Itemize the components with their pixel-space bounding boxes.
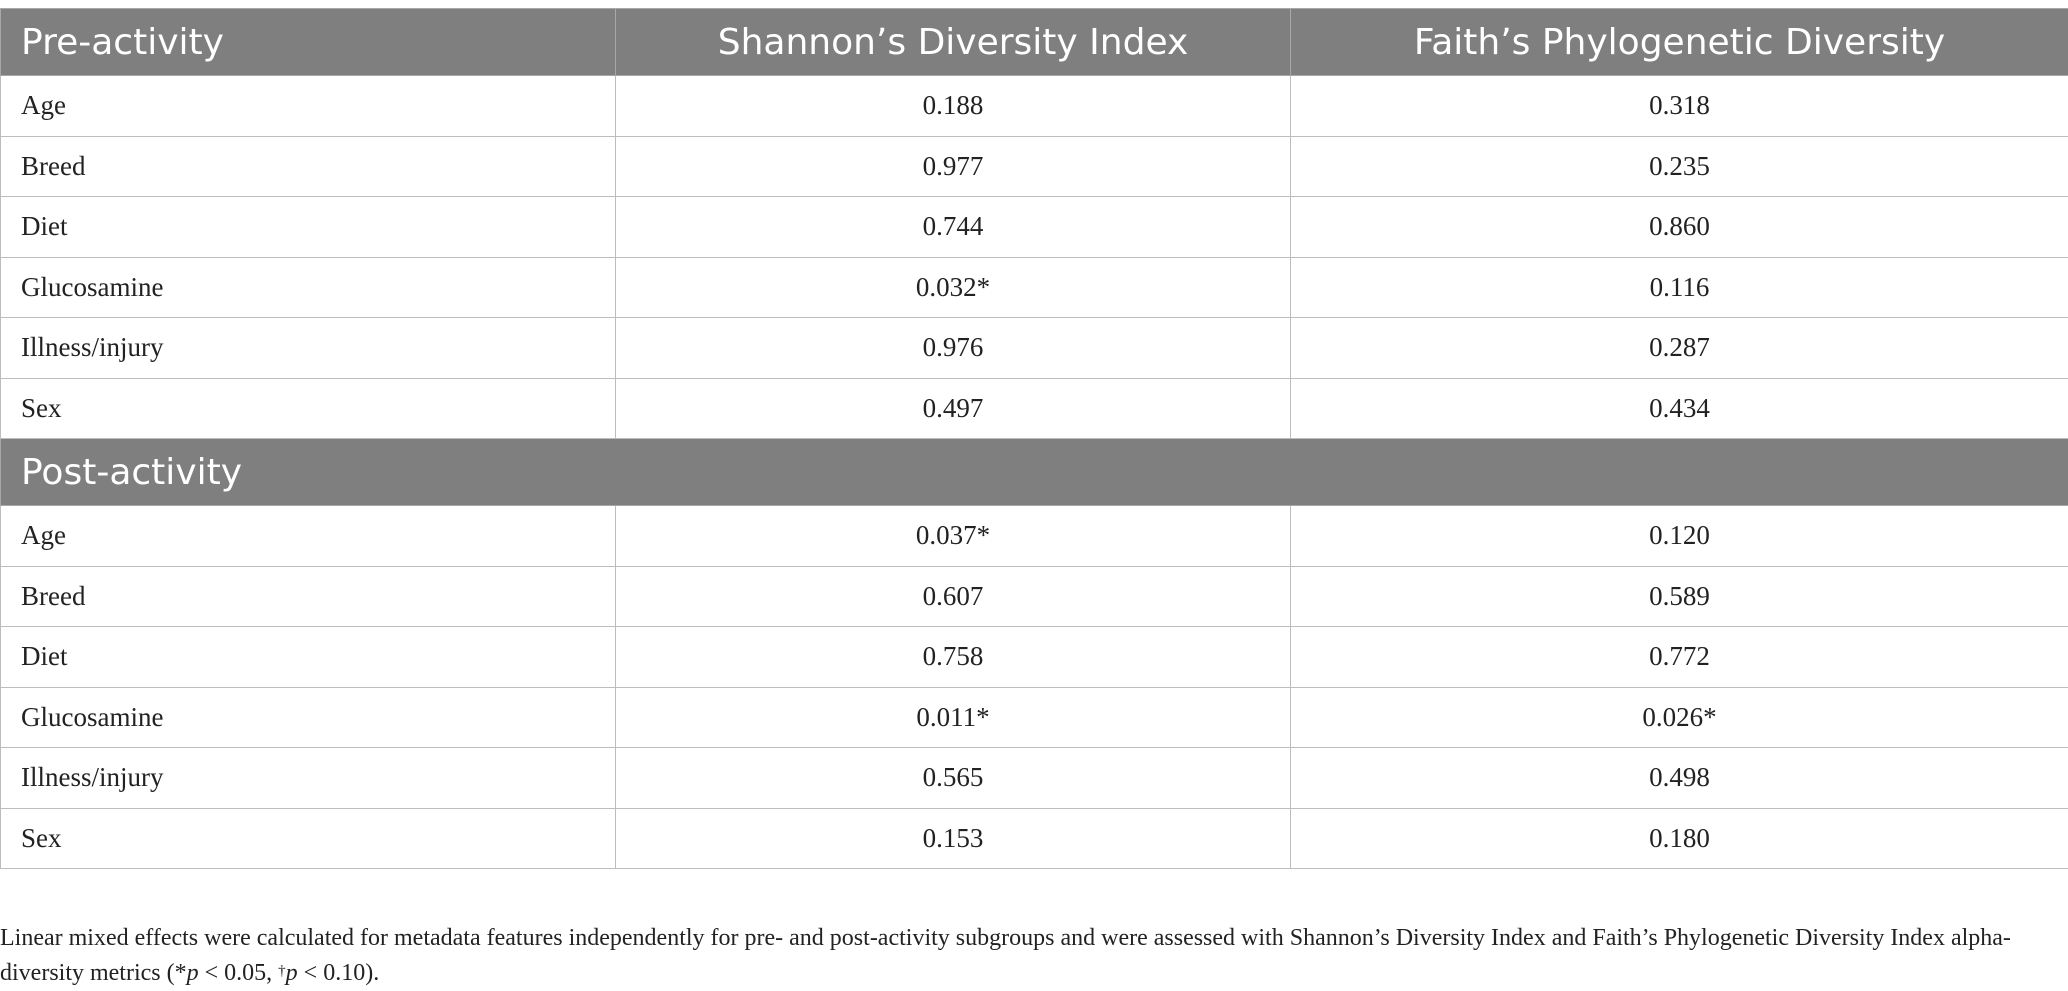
row-label: Glucosamine (1, 687, 616, 748)
table-footnote: Linear mixed effects were calculated for… (0, 921, 2040, 991)
header-faith: Faith’s Phylogenetic Diversity (1291, 9, 2068, 76)
results-table: Pre-activity Shannon’s Diversity Index F… (0, 8, 2068, 869)
table-row: Age 0.037* 0.120 (1, 506, 2068, 567)
table-row: Illness/injury 0.976 0.287 (1, 318, 2068, 379)
row-label: Illness/injury (1, 318, 616, 379)
header-pre-activity: Pre-activity (1, 9, 616, 76)
shannon-value: 0.011* (616, 687, 1291, 748)
table-row: Breed 0.977 0.235 (1, 136, 2068, 197)
faith-value: 0.235 (1291, 136, 2068, 197)
faith-value: 0.120 (1291, 506, 2068, 567)
row-label: Sex (1, 378, 616, 439)
row-label: Diet (1, 627, 616, 688)
table-row: Breed 0.607 0.589 (1, 566, 2068, 627)
faith-value: 0.498 (1291, 748, 2068, 809)
row-label: Diet (1, 197, 616, 258)
row-label: Breed (1, 566, 616, 627)
shannon-value: 0.744 (616, 197, 1291, 258)
faith-value: 0.318 (1291, 76, 2068, 137)
section-header-row: Post-activity (1, 439, 2068, 506)
faith-value: 0.026* (1291, 687, 2068, 748)
shannon-value: 0.607 (616, 566, 1291, 627)
row-label: Glucosamine (1, 257, 616, 318)
table-row: Diet 0.744 0.860 (1, 197, 2068, 258)
faith-value: 0.287 (1291, 318, 2068, 379)
table-row: Age 0.188 0.318 (1, 76, 2068, 137)
shannon-value: 0.977 (616, 136, 1291, 197)
shannon-value: 0.188 (616, 76, 1291, 137)
row-label: Breed (1, 136, 616, 197)
table-row: Illness/injury 0.565 0.498 (1, 748, 2068, 809)
table-row: Sex 0.497 0.434 (1, 378, 2068, 439)
footnote-dagger: † (278, 963, 286, 979)
results-table-container: Pre-activity Shannon’s Diversity Index F… (0, 8, 2068, 869)
shannon-value: 0.565 (616, 748, 1291, 809)
faith-value: 0.860 (1291, 197, 2068, 258)
faith-value: 0.116 (1291, 257, 2068, 318)
shannon-value: 0.037* (616, 506, 1291, 567)
shannon-value: 0.758 (616, 627, 1291, 688)
footnote-asterisk: * (175, 960, 187, 986)
row-label: Sex (1, 808, 616, 869)
table-row: Glucosamine 0.011* 0.026* (1, 687, 2068, 748)
shannon-value: 0.032* (616, 257, 1291, 318)
footnote-p-italic: p (187, 960, 199, 986)
shannon-value: 0.976 (616, 318, 1291, 379)
faith-value: 0.589 (1291, 566, 2068, 627)
section-post-activity: Post-activity (1, 439, 2068, 506)
faith-value: 0.434 (1291, 378, 2068, 439)
faith-value: 0.180 (1291, 808, 2068, 869)
table-row: Sex 0.153 0.180 (1, 808, 2068, 869)
table-header-row: Pre-activity Shannon’s Diversity Index F… (1, 9, 2068, 76)
shannon-value: 0.153 (616, 808, 1291, 869)
row-label: Age (1, 76, 616, 137)
footnote-condition-1: < 0.05, (199, 960, 279, 986)
header-shannon: Shannon’s Diversity Index (616, 9, 1291, 76)
table-row: Glucosamine 0.032* 0.116 (1, 257, 2068, 318)
footnote-p-italic: p (286, 960, 298, 986)
shannon-value: 0.497 (616, 378, 1291, 439)
table-row: Diet 0.758 0.772 (1, 627, 2068, 688)
row-label: Age (1, 506, 616, 567)
row-label: Illness/injury (1, 748, 616, 809)
footnote-condition-2: < 0.10). (298, 960, 380, 986)
faith-value: 0.772 (1291, 627, 2068, 688)
